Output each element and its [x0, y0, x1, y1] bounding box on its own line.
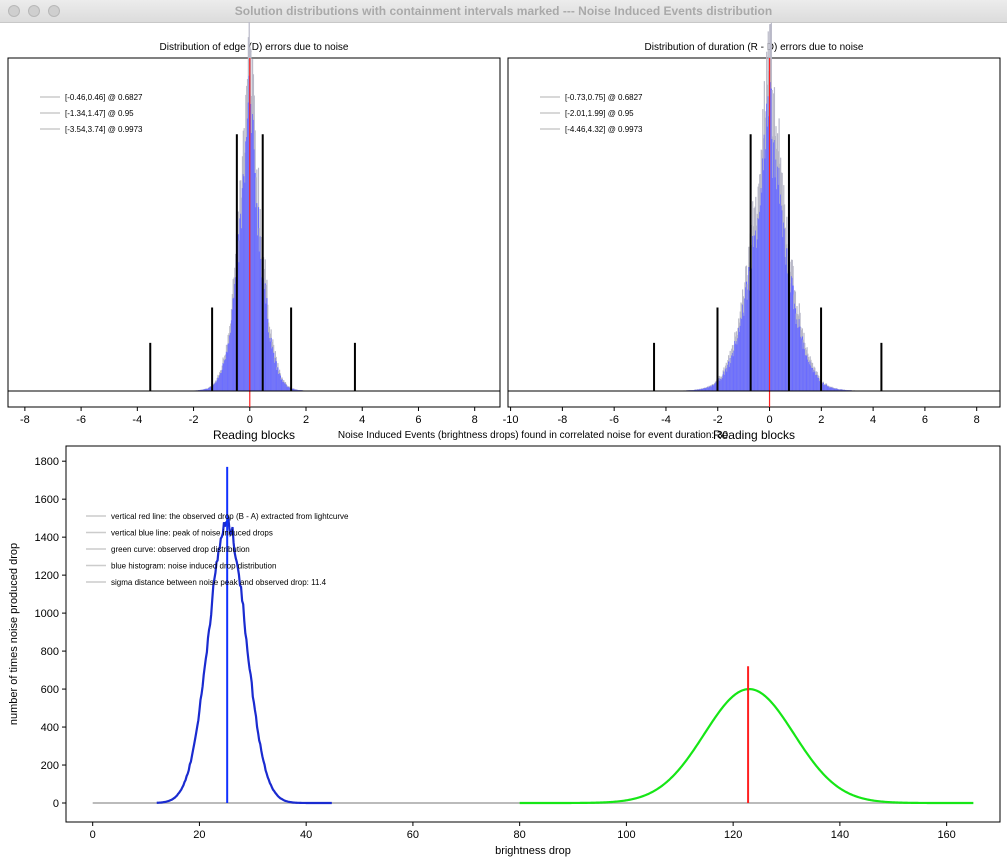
y-tick-label: 800: [41, 646, 59, 658]
x-tick-label: 0: [90, 829, 96, 841]
x-tick-label: 6: [922, 414, 928, 426]
observed-drop-curve: [519, 687, 974, 805]
x-tick-label: 6: [415, 414, 421, 426]
x-tick-label: -2: [189, 414, 199, 426]
x-tick-label: -4: [661, 414, 671, 426]
x-tick-label: 160: [937, 829, 955, 841]
y-tick-label: 400: [41, 722, 59, 734]
x-tick-label: 100: [617, 829, 635, 841]
legend-entry: vertical blue line: peak of noise induce…: [111, 529, 273, 538]
plot-frame-2: [65, 445, 1001, 823]
plots-canvas: Distribution of edge (D) errors due to n…: [7, 22, 1001, 857]
chart-title-0: Distribution of edge (D) errors due to n…: [160, 42, 349, 53]
legend-entry: blue histogram: noise induced drop distr…: [111, 562, 276, 571]
y-tick-label: 600: [41, 684, 59, 696]
x-tick-label: -6: [609, 414, 619, 426]
x-tick-label: -2: [713, 414, 723, 426]
x-tick-label: 8: [974, 414, 980, 426]
legend-entry: vertical red line: the observed drop (B …: [111, 512, 349, 521]
y-tick-label: 200: [41, 760, 59, 772]
y-tick-label: 1000: [35, 608, 59, 620]
x-tick-label: -10: [503, 414, 519, 426]
legend-entry: [-0.46,0.46] @ 0.6827: [65, 93, 143, 102]
x-tick-label: 2: [818, 414, 824, 426]
x-tick-label: 120: [724, 829, 742, 841]
zoom-button[interactable]: [48, 5, 60, 17]
x-tick-label: 20: [193, 829, 205, 841]
y-tick-label: 1800: [35, 456, 59, 468]
window-titlebar: Solution distributions with containment …: [0, 0, 1007, 23]
x-tick-label: 60: [407, 829, 419, 841]
y-tick-label: 1400: [35, 532, 59, 544]
minimize-button[interactable]: [28, 5, 40, 17]
x-tick-label: 80: [514, 829, 526, 841]
legend-entry: [-4.46,4.32] @ 0.9973: [565, 125, 643, 134]
x-axis-label-2: brightness drop: [495, 845, 571, 857]
x-tick-label: 140: [831, 829, 849, 841]
legend-entry: green curve: observed drop distribution: [111, 545, 250, 554]
chart-title-1: Distribution of duration (R - D) errors …: [645, 42, 864, 53]
legend-entry: [-2.01,1.99] @ 0.95: [565, 109, 634, 118]
close-button[interactable]: [8, 5, 20, 17]
y-tick-label: 1600: [35, 494, 59, 506]
x-tick-label: 2: [303, 414, 309, 426]
chart-title-2: Noise Induced Events (brightness drops) …: [338, 430, 729, 441]
legend-entry: [-1.34,1.47] @ 0.95: [65, 109, 134, 118]
x-axis-label-1: Reading blocks: [713, 428, 795, 442]
x-tick-label: 4: [870, 414, 876, 426]
y-tick-label: 0: [53, 798, 59, 810]
x-tick-label: -8: [20, 414, 30, 426]
x-tick-label: 0: [247, 414, 253, 426]
window-title: Solution distributions with containment …: [234, 4, 773, 18]
x-tick-label: 8: [472, 414, 478, 426]
x-tick-label: 0: [766, 414, 772, 426]
x-axis-label-0: Reading blocks: [213, 428, 295, 442]
x-tick-label: -8: [557, 414, 567, 426]
x-tick-label: 40: [300, 829, 312, 841]
legend-entry: [-3.54,3.74] @ 0.9973: [65, 125, 143, 134]
legend-entry: [-0.73,0.75] @ 0.6827: [565, 93, 643, 102]
y-axis-label-2: number of times noise produced drop: [8, 543, 20, 725]
legend-entry: sigma distance between noise peak and ob…: [111, 578, 327, 587]
x-tick-label: -4: [132, 414, 142, 426]
noise-drop-curve: [156, 516, 332, 805]
x-tick-label: 4: [359, 414, 365, 426]
y-tick-label: 1200: [35, 570, 59, 582]
x-tick-label: -6: [76, 414, 86, 426]
